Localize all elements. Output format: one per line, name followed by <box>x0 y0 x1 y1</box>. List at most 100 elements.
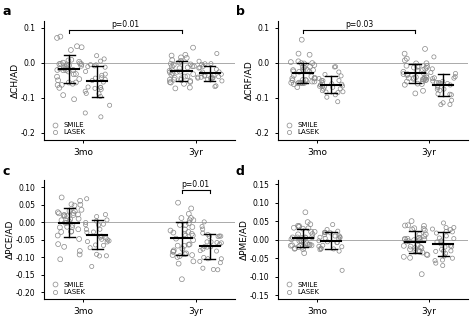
Point <box>451 74 459 79</box>
Point <box>297 238 305 243</box>
Point <box>184 65 191 70</box>
Point <box>442 225 450 230</box>
Point <box>415 64 422 69</box>
Point <box>173 69 181 74</box>
Point <box>203 239 211 244</box>
Point <box>439 100 447 105</box>
Point <box>294 81 302 86</box>
Point <box>96 253 103 259</box>
Point <box>291 246 299 251</box>
Point <box>58 195 65 200</box>
Point <box>411 245 419 251</box>
Point <box>62 67 70 72</box>
Point <box>308 74 315 79</box>
Point <box>195 65 202 71</box>
Point <box>436 88 444 93</box>
Point <box>335 236 343 241</box>
Point <box>401 82 409 87</box>
Point <box>450 76 458 81</box>
Point <box>101 77 109 82</box>
Point <box>178 76 185 81</box>
Point <box>293 235 301 240</box>
Point <box>423 65 430 70</box>
Point <box>55 85 63 90</box>
Point <box>438 81 445 86</box>
Point <box>421 46 429 52</box>
Point <box>405 239 412 244</box>
Point <box>335 78 343 83</box>
Point <box>294 59 302 64</box>
Point <box>198 71 205 76</box>
Point <box>422 73 430 78</box>
Point <box>322 230 329 235</box>
Point <box>306 69 313 74</box>
Point <box>447 82 454 88</box>
Point <box>92 62 100 67</box>
Point <box>100 243 107 248</box>
Point <box>177 55 185 60</box>
Point <box>169 249 177 254</box>
Point <box>95 223 102 228</box>
Point <box>181 232 188 237</box>
Point <box>423 75 430 80</box>
Point <box>55 242 62 247</box>
Point <box>339 83 346 89</box>
Point <box>166 68 173 73</box>
Point <box>295 51 302 56</box>
Point <box>319 80 326 85</box>
Point <box>315 244 323 249</box>
Point <box>218 78 226 83</box>
Point <box>93 53 100 58</box>
Point <box>289 235 296 240</box>
Point <box>203 244 211 250</box>
Point <box>189 45 197 50</box>
Point <box>300 238 307 243</box>
Point <box>211 84 219 89</box>
Point <box>316 235 324 240</box>
Point <box>436 235 443 241</box>
Point <box>218 72 225 77</box>
Point <box>322 90 330 95</box>
Point <box>173 254 181 260</box>
Point <box>218 256 225 261</box>
Point <box>319 88 326 93</box>
Point <box>299 80 306 86</box>
Point <box>412 61 420 66</box>
Point <box>301 235 309 240</box>
Point <box>182 251 190 256</box>
Point <box>97 59 104 64</box>
Point <box>416 235 423 241</box>
Point <box>97 235 104 240</box>
Point <box>335 249 343 254</box>
Point <box>213 67 220 72</box>
Point <box>310 62 318 68</box>
Point <box>296 238 303 243</box>
Point <box>67 57 75 62</box>
Point <box>302 235 310 241</box>
Point <box>207 61 215 66</box>
Point <box>207 239 215 244</box>
Point <box>57 229 65 234</box>
Y-axis label: ΔCH/AD: ΔCH/AD <box>10 62 19 98</box>
Point <box>448 256 456 261</box>
Point <box>416 238 423 243</box>
Point <box>76 198 84 204</box>
Point <box>182 52 189 57</box>
Point <box>170 249 177 254</box>
Point <box>323 95 331 100</box>
Point <box>181 74 189 79</box>
Point <box>213 240 221 245</box>
Point <box>61 213 68 218</box>
Point <box>215 69 223 74</box>
Point <box>177 58 185 63</box>
Point <box>434 91 442 97</box>
Legend: SMILE, LASEK: SMILE, LASEK <box>47 122 86 136</box>
Point <box>336 235 344 240</box>
Point <box>186 80 194 85</box>
Point <box>76 202 84 207</box>
Point <box>204 256 212 261</box>
Point <box>184 229 192 234</box>
Point <box>306 52 313 57</box>
Point <box>176 66 183 71</box>
Point <box>216 242 223 247</box>
